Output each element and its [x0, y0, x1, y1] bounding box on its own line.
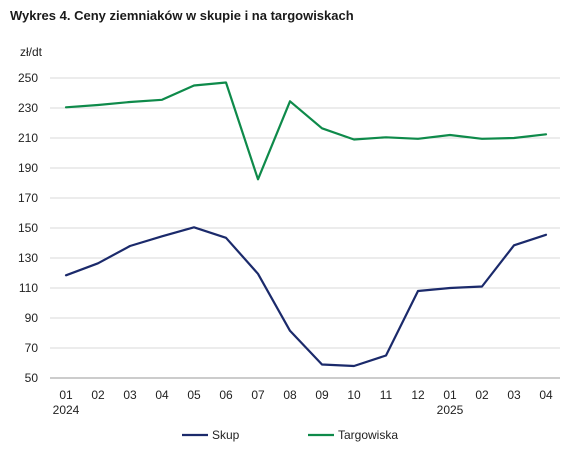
x-tick-label: 03: [123, 388, 137, 402]
x-axis-ticks: 01 02 03 04 05 06 07 08 09 10 11 12 01 02 03 04 2024 2025: [53, 388, 553, 417]
y-tick-label: 190: [18, 161, 38, 175]
y-tick-label: 210: [18, 131, 38, 145]
x-tick-label: 11: [380, 388, 393, 402]
legend-label-targowiska: Targowiska: [338, 428, 398, 442]
x-tick-label: 04: [539, 388, 553, 402]
y-tick-label: 150: [18, 221, 38, 235]
x-year-label: 2024: [53, 403, 80, 417]
x-tick-label: 09: [315, 388, 329, 402]
y-tick-label: 170: [18, 191, 38, 205]
y-tick-label: 110: [19, 281, 38, 295]
y-axis-ticks: 50 70 90 110 130 150 170 190 210 230 250: [18, 71, 38, 385]
x-tick-label: 01: [443, 388, 457, 402]
y-axis-unit-label: zł/dt: [20, 45, 43, 59]
gridlines: [50, 77, 560, 349]
x-tick-label: 02: [91, 388, 105, 402]
x-tick-label: 12: [411, 388, 425, 402]
x-year-label: 2025: [437, 403, 464, 417]
x-tick-label: 05: [187, 388, 201, 402]
x-tick-label: 10: [347, 388, 361, 402]
legend: Skup Targowiska: [182, 428, 398, 442]
series-lines: [64, 81, 548, 368]
x-tick-label: 04: [155, 388, 169, 402]
x-tick-label: 08: [283, 388, 297, 402]
x-tick-label: 03: [507, 388, 521, 402]
series-line-skup: [64, 226, 548, 368]
chart-title: Wykres 4. Ceny ziemniaków w skupie i na …: [10, 8, 354, 23]
y-tick-label: 50: [25, 371, 39, 385]
x-tick-label: 07: [251, 388, 265, 402]
legend-label-skup: Skup: [212, 428, 240, 442]
series-line-targowiska: [64, 81, 548, 181]
y-tick-label: 230: [18, 101, 38, 115]
y-tick-label: 70: [25, 341, 39, 355]
x-tick-label: 01: [59, 388, 73, 402]
y-tick-label: 130: [18, 251, 38, 265]
x-tick-label: 02: [475, 388, 489, 402]
y-tick-label: 90: [25, 311, 39, 325]
y-tick-label: 250: [18, 71, 38, 85]
x-tick-label: 06: [219, 388, 233, 402]
